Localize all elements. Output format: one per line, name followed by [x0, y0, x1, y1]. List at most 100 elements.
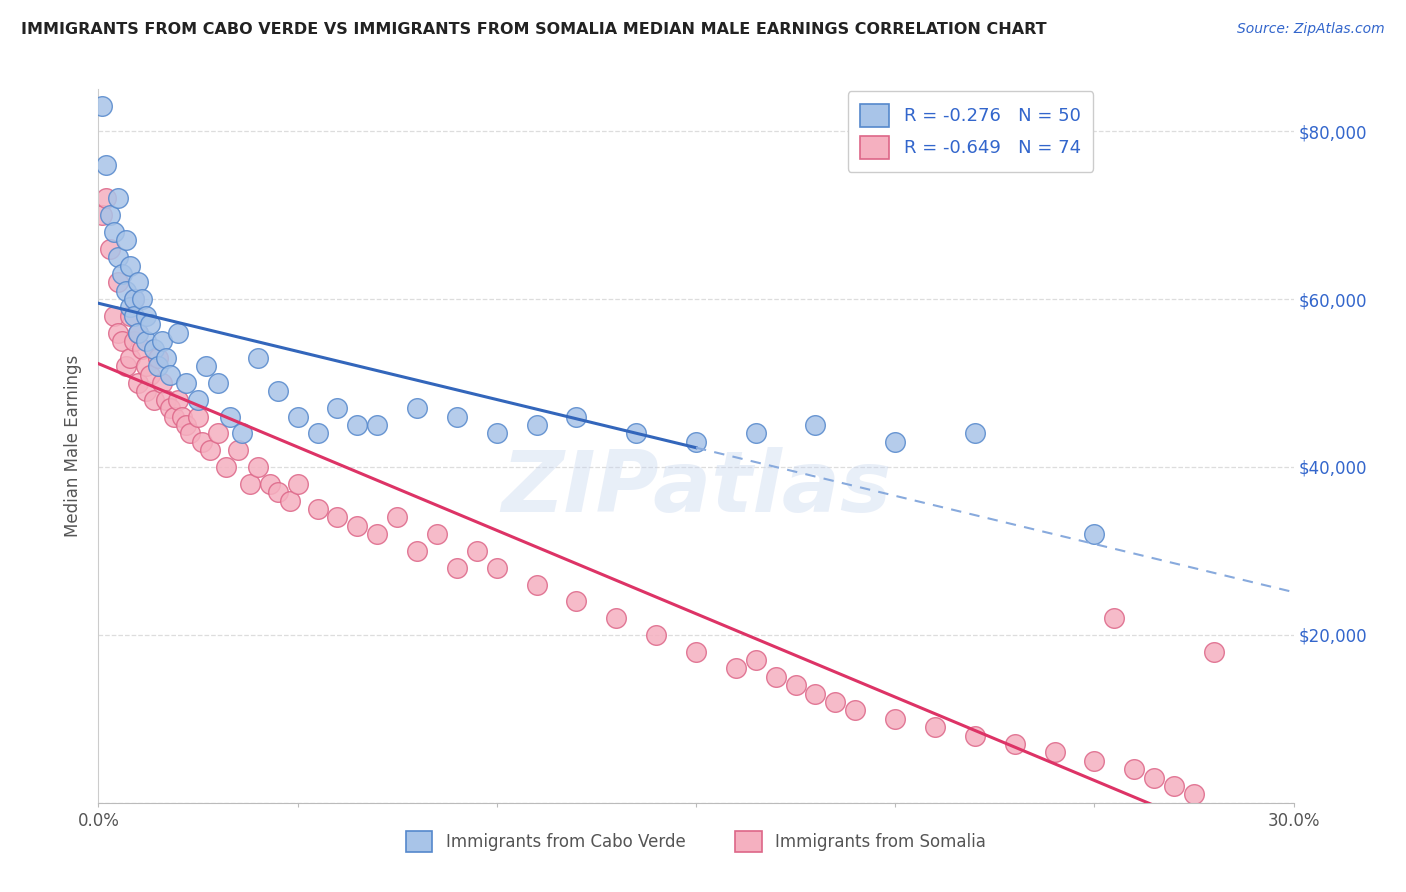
Point — [884, 434, 907, 449]
Point — [804, 687, 827, 701]
Point — [198, 443, 221, 458]
Point — [239, 476, 262, 491]
Point — [685, 434, 707, 449]
Point — [1123, 762, 1146, 776]
Point — [159, 401, 181, 416]
Point — [326, 510, 349, 524]
Point — [219, 409, 242, 424]
Point — [150, 376, 173, 390]
Point — [485, 426, 508, 441]
Point — [366, 527, 388, 541]
Point — [1202, 645, 1225, 659]
Point — [124, 334, 146, 348]
Point — [107, 250, 129, 264]
Point — [406, 401, 429, 416]
Point — [120, 259, 142, 273]
Point — [91, 208, 114, 222]
Point — [167, 392, 190, 407]
Point — [246, 351, 269, 365]
Point — [963, 729, 986, 743]
Point — [148, 359, 170, 374]
Point — [159, 368, 181, 382]
Point — [120, 351, 142, 365]
Point — [131, 292, 153, 306]
Text: IMMIGRANTS FROM CABO VERDE VS IMMIGRANTS FROM SOMALIA MEDIAN MALE EARNINGS CORRE: IMMIGRANTS FROM CABO VERDE VS IMMIGRANTS… — [21, 22, 1046, 37]
Point — [115, 359, 138, 374]
Point — [172, 409, 194, 424]
Point — [685, 645, 707, 659]
Point — [143, 343, 166, 357]
Point — [124, 292, 146, 306]
Point — [307, 426, 329, 441]
Point — [645, 628, 668, 642]
Point — [267, 384, 290, 399]
Point — [135, 334, 157, 348]
Point — [231, 426, 253, 441]
Point — [191, 434, 214, 449]
Point — [207, 376, 229, 390]
Point — [824, 695, 846, 709]
Point — [1004, 737, 1026, 751]
Point — [103, 309, 125, 323]
Point — [259, 476, 281, 491]
Point — [724, 661, 747, 675]
Point — [1163, 779, 1185, 793]
Point — [465, 544, 488, 558]
Point — [174, 376, 197, 390]
Point — [127, 275, 149, 289]
Point — [226, 443, 249, 458]
Point — [406, 544, 429, 558]
Point — [96, 158, 118, 172]
Point — [745, 426, 768, 441]
Point — [307, 502, 329, 516]
Point — [115, 284, 138, 298]
Point — [626, 426, 648, 441]
Point — [127, 326, 149, 340]
Point — [565, 594, 588, 608]
Point — [785, 678, 807, 692]
Point — [155, 351, 177, 365]
Point — [287, 409, 309, 424]
Text: ZIPatlas: ZIPatlas — [501, 447, 891, 531]
Point — [1104, 611, 1126, 625]
Point — [346, 518, 368, 533]
Point — [446, 409, 468, 424]
Point — [107, 275, 129, 289]
Point — [131, 343, 153, 357]
Point — [385, 510, 409, 524]
Point — [1143, 771, 1166, 785]
Point — [124, 292, 146, 306]
Point — [1182, 788, 1205, 802]
Point — [174, 417, 197, 432]
Point — [135, 384, 157, 399]
Point — [326, 401, 349, 416]
Point — [605, 611, 627, 625]
Point — [127, 376, 149, 390]
Point — [485, 560, 508, 574]
Point — [745, 653, 768, 667]
Point — [120, 301, 142, 315]
Point — [346, 417, 368, 432]
Point — [1083, 754, 1105, 768]
Point — [963, 426, 986, 441]
Point — [124, 309, 146, 323]
Point — [107, 191, 129, 205]
Point — [139, 318, 162, 332]
Point — [207, 426, 229, 441]
Point — [91, 99, 114, 113]
Point — [267, 485, 290, 500]
Point — [924, 720, 946, 734]
Point — [155, 392, 177, 407]
Point — [167, 326, 190, 340]
Point — [135, 359, 157, 374]
Point — [127, 326, 149, 340]
Point — [187, 409, 209, 424]
Point — [446, 560, 468, 574]
Point — [246, 460, 269, 475]
Point — [565, 409, 588, 424]
Point — [111, 267, 134, 281]
Point — [426, 527, 449, 541]
Point — [1043, 746, 1066, 760]
Point — [278, 493, 301, 508]
Point — [150, 334, 173, 348]
